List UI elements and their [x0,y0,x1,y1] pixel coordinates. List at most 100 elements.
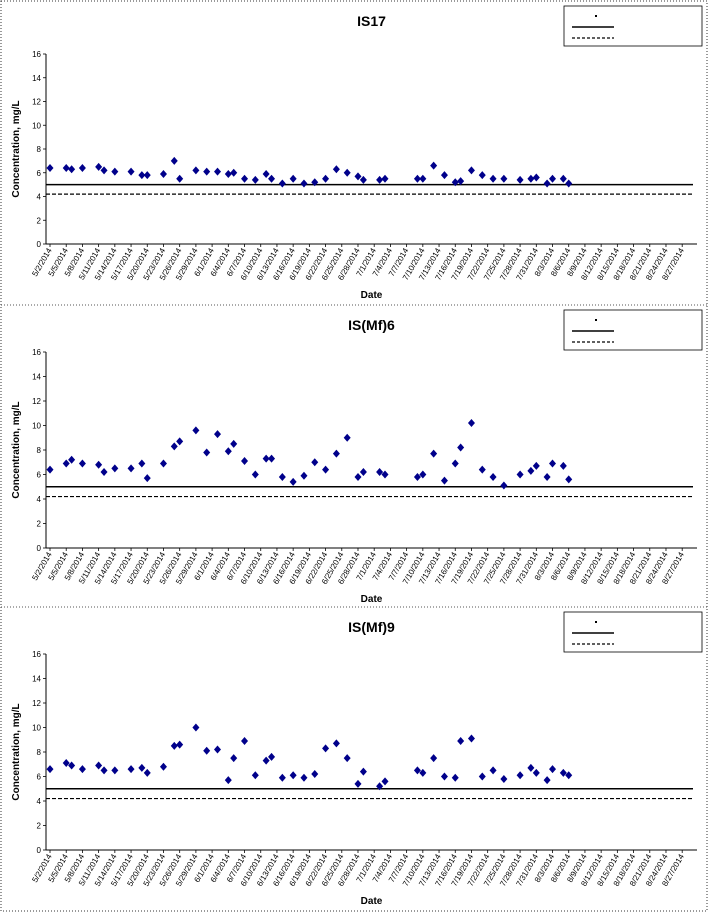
data-point [559,174,567,183]
y-tick-label: 16 [32,50,41,59]
data-point [127,765,135,774]
data-point [543,776,551,785]
data-point [543,472,551,481]
x-axis-label: Date [361,594,383,605]
data-point [100,166,108,175]
data-point [300,773,308,782]
y-tick-label: 12 [32,397,41,406]
y-tick-label: 2 [37,520,42,529]
data-point [143,171,151,180]
data-point [78,164,86,172]
data-point [467,166,475,175]
data-point [262,756,270,765]
legend-box [563,309,703,351]
legend-box [563,5,703,47]
data-point [527,174,535,183]
data-point [451,773,459,782]
data-point [500,481,508,490]
y-tick-label: 6 [37,471,42,480]
data-point [359,767,367,776]
data-point [478,772,486,781]
data-point [543,179,551,188]
data-point [559,768,567,777]
data-point [251,175,259,184]
data-point [68,761,76,770]
data-point [143,474,151,483]
data-point [376,175,384,184]
data-point [262,454,270,463]
data-point [203,746,211,755]
data-point [192,166,200,175]
data-point [381,777,389,786]
data-point [527,763,535,772]
legend-marker [595,15,597,17]
data-point [278,773,286,782]
y-tick-label: 16 [32,650,41,659]
data-point [278,472,286,481]
data-point [111,167,119,176]
data-point [478,171,486,180]
data-point [343,754,351,763]
data-point [224,169,232,178]
y-tick-label: 4 [37,495,42,504]
data-point [95,761,103,770]
y-tick-label: 4 [37,797,42,806]
data-point [527,466,535,475]
data-point [68,455,76,464]
data-point [354,472,362,481]
x-axis-label: Date [361,896,383,907]
data-point [230,439,238,448]
data-point [381,470,389,479]
y-tick-label: 6 [37,773,42,782]
data-point [138,171,146,180]
data-point [516,470,524,479]
legend-marker [595,319,597,321]
data-point [419,768,427,777]
data-point [278,179,286,188]
data-point [565,771,573,780]
data-point [62,759,70,768]
chart-panel: IS(Mf)902468101214165/2/20145/5/20145/8/… [1,606,707,907]
data-point [100,468,108,477]
chart-legend [563,611,703,653]
data-point [451,459,459,468]
data-point [440,476,448,485]
data-point [170,156,178,165]
data-point [192,426,200,435]
y-tick-label: 16 [32,348,41,357]
data-point [565,179,573,188]
data-point [230,754,238,763]
data-point [343,168,351,177]
data-point [430,449,438,458]
data-point [532,461,540,470]
data-point [516,771,524,780]
data-point [413,472,421,481]
data-point [322,174,330,183]
data-point [241,736,249,745]
y-tick-label: 0 [37,846,42,855]
data-point [532,173,540,182]
data-point [311,178,319,187]
data-point [332,739,340,748]
data-point [46,465,54,474]
data-point [95,162,103,171]
chart-title: IS(Mf)6 [348,317,395,333]
data-point [440,772,448,781]
legend-marker [595,621,597,623]
data-point [500,774,508,783]
data-point [322,744,330,753]
y-axis-label: Concentration, mg/L [11,703,22,800]
data-point [413,766,421,775]
data-point [62,164,70,172]
data-point [192,723,200,732]
data-point [170,442,178,451]
y-tick-label: 6 [37,169,42,178]
data-point [440,171,448,180]
data-point [359,175,367,184]
data-point [111,464,119,473]
y-axis-label: Concentration, mg/L [11,100,22,197]
data-point [68,165,76,174]
y-tick-label: 14 [32,74,41,83]
y-tick-label: 12 [32,98,41,107]
y-tick-label: 10 [32,121,41,130]
